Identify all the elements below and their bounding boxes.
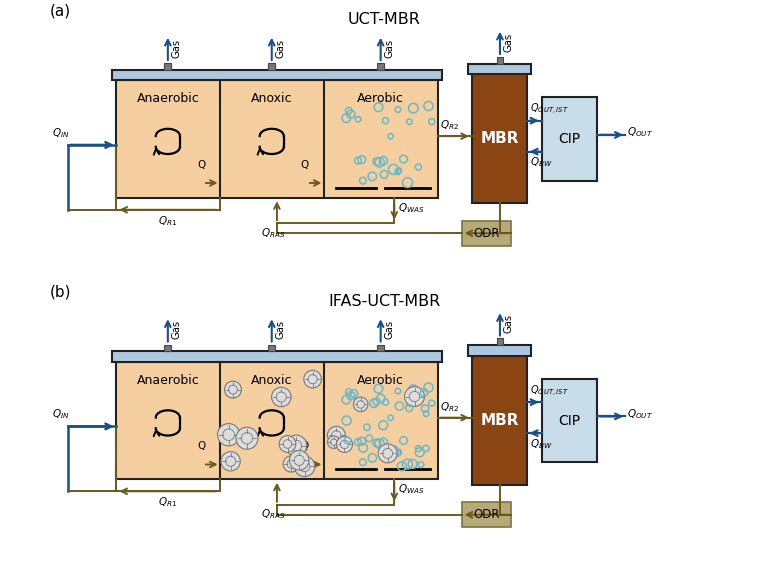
Text: Gas: Gas <box>504 33 514 52</box>
Text: Gas: Gas <box>385 39 395 58</box>
Bar <box>112 351 442 362</box>
Text: Gas: Gas <box>172 39 182 58</box>
Text: Gas: Gas <box>276 39 286 58</box>
Text: $Q_{OUT,IST}$: $Q_{OUT,IST}$ <box>530 384 569 399</box>
Circle shape <box>328 436 340 448</box>
Text: ODR: ODR <box>473 227 500 240</box>
Bar <box>112 70 442 81</box>
Circle shape <box>294 456 315 476</box>
Text: $Q_{R2}$: $Q_{R2}$ <box>440 400 459 414</box>
Circle shape <box>236 427 258 449</box>
Bar <box>268 345 275 351</box>
Text: $Q_{WAS}$: $Q_{WAS}$ <box>398 482 425 497</box>
Text: $Q_{IN}$: $Q_{IN}$ <box>52 407 70 421</box>
Text: (a): (a) <box>50 3 71 19</box>
Text: Q: Q <box>197 160 205 170</box>
Text: Aerobic: Aerobic <box>357 374 404 387</box>
Text: MBR: MBR <box>481 131 519 146</box>
Circle shape <box>336 436 353 453</box>
Circle shape <box>272 387 291 406</box>
Text: $Q_{R1}$: $Q_{R1}$ <box>158 214 177 227</box>
Circle shape <box>304 370 322 388</box>
Bar <box>468 345 531 356</box>
Bar <box>472 356 528 485</box>
Bar <box>468 64 531 74</box>
Bar <box>164 345 171 351</box>
Bar <box>542 379 598 462</box>
Text: $Q_{OUT}$: $Q_{OUT}$ <box>627 407 654 421</box>
Text: Anaerobic: Anaerobic <box>137 92 199 105</box>
Circle shape <box>221 452 240 471</box>
Text: Q: Q <box>301 160 309 170</box>
Text: CIP: CIP <box>558 414 581 427</box>
Text: $Q_{WAS}$: $Q_{WAS}$ <box>398 201 425 215</box>
Text: IFAS-UCT-MBR: IFAS-UCT-MBR <box>328 293 440 309</box>
Circle shape <box>224 381 241 398</box>
Text: MBR: MBR <box>481 413 519 428</box>
Bar <box>268 63 275 70</box>
Bar <box>116 362 438 479</box>
Circle shape <box>378 444 397 463</box>
Text: $Q_{R2}$: $Q_{R2}$ <box>440 118 459 132</box>
Bar <box>164 63 171 70</box>
Text: ODR: ODR <box>473 508 500 521</box>
Text: Aerobic: Aerobic <box>357 92 404 105</box>
Circle shape <box>283 456 300 472</box>
Text: UCT-MBR: UCT-MBR <box>348 12 420 27</box>
Circle shape <box>286 435 306 456</box>
Text: Gas: Gas <box>172 320 182 339</box>
Text: CIP: CIP <box>558 132 581 146</box>
Text: Anoxic: Anoxic <box>251 92 293 105</box>
Text: Gas: Gas <box>276 320 286 339</box>
Text: $Q_{BW}$: $Q_{BW}$ <box>530 155 553 169</box>
Bar <box>497 57 503 64</box>
Text: $Q_{R1}$: $Q_{R1}$ <box>158 495 177 509</box>
Text: Gas: Gas <box>504 314 514 333</box>
Bar <box>462 221 511 246</box>
Text: Anaerobic: Anaerobic <box>137 374 199 387</box>
Text: $Q_{RAS}$: $Q_{RAS}$ <box>261 226 286 240</box>
Text: $Q_{BW}$: $Q_{BW}$ <box>530 437 553 451</box>
Text: Q: Q <box>301 441 309 452</box>
Text: $Q_{OUT}$: $Q_{OUT}$ <box>627 126 654 139</box>
Text: $Q_{IN}$: $Q_{IN}$ <box>52 126 70 140</box>
Text: $Q_{RAS}$: $Q_{RAS}$ <box>261 507 286 521</box>
Circle shape <box>280 436 296 452</box>
Text: (b): (b) <box>50 285 71 300</box>
Circle shape <box>405 387 425 406</box>
Bar <box>462 502 511 528</box>
Circle shape <box>327 426 346 444</box>
Bar <box>116 81 438 198</box>
Bar <box>542 97 598 181</box>
Bar <box>377 345 384 351</box>
Text: Anoxic: Anoxic <box>251 374 293 387</box>
Text: Q: Q <box>197 441 205 452</box>
Bar <box>377 63 384 70</box>
Text: $Q_{OUT,IST}$: $Q_{OUT,IST}$ <box>530 102 569 117</box>
Text: Gas: Gas <box>385 320 395 339</box>
Circle shape <box>217 423 240 446</box>
Bar <box>472 74 528 203</box>
Bar <box>497 338 503 345</box>
Circle shape <box>290 450 309 470</box>
Circle shape <box>353 397 368 412</box>
